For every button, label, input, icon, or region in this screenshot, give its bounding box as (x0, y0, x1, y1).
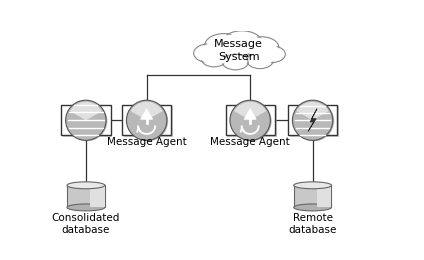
Circle shape (224, 55, 247, 69)
Polygon shape (70, 102, 102, 120)
FancyBboxPatch shape (63, 107, 112, 136)
Circle shape (205, 34, 243, 57)
Polygon shape (90, 185, 105, 207)
Ellipse shape (67, 182, 105, 189)
Circle shape (258, 46, 285, 63)
Circle shape (245, 37, 279, 58)
FancyBboxPatch shape (122, 105, 171, 135)
Circle shape (248, 54, 272, 68)
Polygon shape (244, 109, 256, 119)
Text: Consolidated
database: Consolidated database (52, 213, 120, 235)
FancyBboxPatch shape (290, 107, 339, 136)
Ellipse shape (66, 100, 106, 140)
Text: Message Agent: Message Agent (107, 137, 187, 147)
Circle shape (224, 32, 260, 54)
Ellipse shape (293, 100, 333, 140)
Circle shape (207, 35, 241, 55)
Ellipse shape (231, 101, 272, 141)
Ellipse shape (294, 204, 332, 211)
Circle shape (203, 53, 225, 66)
Polygon shape (141, 109, 153, 119)
Circle shape (247, 53, 273, 69)
FancyBboxPatch shape (124, 107, 173, 136)
Ellipse shape (294, 182, 332, 189)
Ellipse shape (67, 101, 107, 141)
Circle shape (194, 44, 225, 63)
Circle shape (222, 31, 262, 56)
Polygon shape (131, 102, 163, 120)
Polygon shape (317, 185, 332, 207)
FancyBboxPatch shape (226, 105, 275, 135)
FancyBboxPatch shape (61, 105, 111, 135)
Text: Remote
database: Remote database (288, 213, 337, 235)
Circle shape (259, 47, 284, 62)
Ellipse shape (128, 101, 168, 141)
Polygon shape (294, 185, 332, 207)
Ellipse shape (67, 204, 105, 211)
Polygon shape (308, 109, 317, 131)
Polygon shape (296, 102, 329, 120)
Ellipse shape (294, 101, 334, 141)
Ellipse shape (230, 100, 271, 140)
Text: Message Agent: Message Agent (210, 137, 290, 147)
Text: Message
System: Message System (214, 40, 263, 62)
FancyBboxPatch shape (288, 105, 337, 135)
Circle shape (201, 52, 226, 67)
Circle shape (195, 45, 223, 62)
Circle shape (222, 54, 248, 70)
FancyBboxPatch shape (228, 107, 277, 136)
Polygon shape (67, 185, 105, 207)
Ellipse shape (126, 100, 167, 140)
Polygon shape (234, 102, 266, 120)
Circle shape (247, 38, 277, 56)
